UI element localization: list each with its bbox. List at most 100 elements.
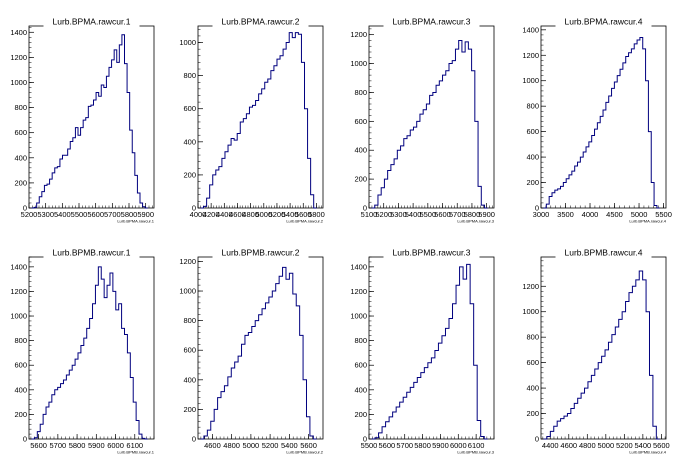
y-tick-label: 800 — [183, 71, 196, 80]
histogram-panel: Lurb.BPMB.rawcur.4 0 200 400 600 800 1000 1200 4… — [522, 246, 670, 455]
x-tick-label: 4400 — [216, 210, 233, 219]
x-tick-label: 5800 — [464, 210, 481, 219]
title-box — [555, 246, 652, 259]
y-tick-label: 0 — [23, 435, 27, 444]
x-tick-label: 5700 — [396, 441, 413, 450]
y-tick-label: 600 — [354, 361, 367, 370]
y-tick-label: 0 — [23, 204, 27, 213]
y-tick-label: 1200 — [350, 287, 367, 296]
plot-title: Lurb.BPMB.rawcur.1 — [53, 248, 131, 258]
x-tick-label: 5900 — [137, 210, 154, 219]
y-tick-label: 1200 — [350, 30, 367, 39]
x-tick-label: 5600 — [30, 441, 47, 450]
x-tick-label: 5000 — [631, 210, 648, 219]
x-tick-label: 5000 — [243, 441, 260, 450]
y-tick-label: 200 — [183, 405, 196, 414]
y-tick-label: 1200 — [10, 53, 27, 62]
x-tick-label: 5600 — [653, 441, 670, 450]
histogram-panel: Lurb.BPMB.rawcur.1 0 200 400 600 800 1000 1200 1… — [10, 246, 155, 455]
y-tick-label: 1000 — [350, 59, 367, 68]
x-tick-label: 5000 — [255, 210, 272, 219]
x-axis-label: Lurb.BPMB.rawcur.4 — [629, 450, 666, 455]
y-tick-label: 1000 — [10, 78, 27, 87]
y-tick-label: 200 — [354, 410, 367, 419]
y-tick-label: 1200 — [10, 287, 27, 296]
x-tick-label: 5100 — [361, 210, 378, 219]
y-tick-label: 1400 — [350, 262, 367, 271]
y-tick-label: 400 — [354, 146, 367, 155]
y-tick-label: 600 — [183, 346, 196, 355]
x-tick-label: 6000 — [450, 441, 467, 450]
x-axis-label: Lurb.BPMB.rawcur.2 — [286, 450, 323, 455]
y-tick-label: 1000 — [179, 287, 196, 296]
x-tick-label: 6100 — [468, 441, 485, 450]
plot-frame — [540, 25, 667, 209]
x-tick-label: 5200 — [21, 210, 38, 219]
y-tick-label: 0 — [535, 204, 539, 213]
x-tick-label: 5500 — [655, 210, 672, 219]
y-tick-label: 400 — [526, 384, 539, 393]
y-tick-label: 0 — [363, 435, 367, 444]
y-tick-label: 0 — [192, 204, 196, 213]
plot-frame — [28, 25, 155, 209]
y-tick-label: 400 — [526, 153, 539, 162]
x-tick-label: 5800 — [121, 210, 138, 219]
y-tick-label: 600 — [14, 361, 27, 370]
y-tick-label: 0 — [363, 204, 367, 213]
histogram-series — [371, 263, 488, 440]
histogram-panel: Lurb.BPMB.rawcur.2 0 200 400 600 800 1000 1200 4… — [179, 246, 324, 455]
x-tick-label: 5600 — [295, 210, 312, 219]
x-tick-label: 5400 — [281, 441, 298, 450]
histogram-series — [200, 32, 317, 209]
histogram-panel: Lurb.BPMA.rawcur.1 0 200 400 600 800 1000 1200 1… — [10, 15, 155, 224]
x-tick-label: 4500 — [606, 210, 623, 219]
title-box — [555, 15, 652, 28]
plot-title: Lurb.BPMA.rawcur.2 — [222, 17, 300, 27]
y-tick-label: 1200 — [522, 51, 539, 60]
y-tick-label: 200 — [14, 178, 27, 187]
x-tick-label: 5600 — [379, 441, 396, 450]
x-tick-label: 5800 — [69, 441, 86, 450]
title-box — [383, 246, 480, 259]
x-tick-label: 5400 — [282, 210, 299, 219]
x-tick-label: 5700 — [50, 441, 67, 450]
x-tick-label: 5500 — [419, 210, 436, 219]
plot-frame — [197, 25, 324, 209]
x-tick-label: 4600 — [229, 210, 246, 219]
x-tick-label: 5800 — [414, 441, 431, 450]
histogram-series — [31, 34, 148, 209]
y-tick-label: 1000 — [10, 312, 27, 321]
histogram-panel: Lurb.BPMA.rawcur.3 0 200 400 600 800 1000 1200 5… — [350, 15, 495, 224]
x-axis-label: Lurb.BPMA.rawcur.1 — [117, 219, 154, 224]
y-tick-label: 1000 — [179, 38, 196, 47]
plot-title: Lurb.BPMA.rawcur.4 — [565, 17, 643, 27]
y-tick-label: 400 — [14, 153, 27, 162]
histogram-panel: Lurb.BPMB.rawcur.3 0 200 400 600 800 1000 1200 1… — [350, 246, 495, 455]
y-tick-label: 1400 — [10, 262, 27, 271]
histogram-series — [31, 266, 148, 440]
x-tick-label: 5000 — [597, 441, 614, 450]
x-tick-label: 3000 — [533, 210, 550, 219]
y-tick-label: 800 — [354, 88, 367, 97]
x-axis-label: Lurb.BPMB.rawcur.3 — [457, 450, 494, 455]
title-box — [212, 246, 309, 259]
x-tick-label: 4800 — [223, 441, 240, 450]
plot-title: Lurb.BPMA.rawcur.1 — [53, 17, 131, 27]
histogram-series — [543, 270, 660, 440]
title-box — [43, 246, 140, 259]
x-tick-label: 5600 — [87, 210, 104, 219]
y-tick-label: 200 — [354, 175, 367, 184]
x-tick-label: 3500 — [557, 210, 574, 219]
plot-frame — [197, 256, 324, 440]
plot-title: Lurb.BPMB.rawcur.2 — [222, 248, 300, 258]
y-tick-label: 800 — [354, 336, 367, 345]
plot-title: Lurb.BPMB.rawcur.4 — [565, 248, 643, 258]
y-tick-label: 600 — [526, 358, 539, 367]
x-tick-label: 4800 — [242, 210, 259, 219]
x-tick-label: 5500 — [361, 441, 378, 450]
x-tick-label: 5800 — [308, 210, 325, 219]
plot-title: Lurb.BPMA.rawcur.3 — [393, 17, 471, 27]
y-tick-label: 200 — [14, 410, 27, 419]
y-tick-label: 1200 — [522, 282, 539, 291]
